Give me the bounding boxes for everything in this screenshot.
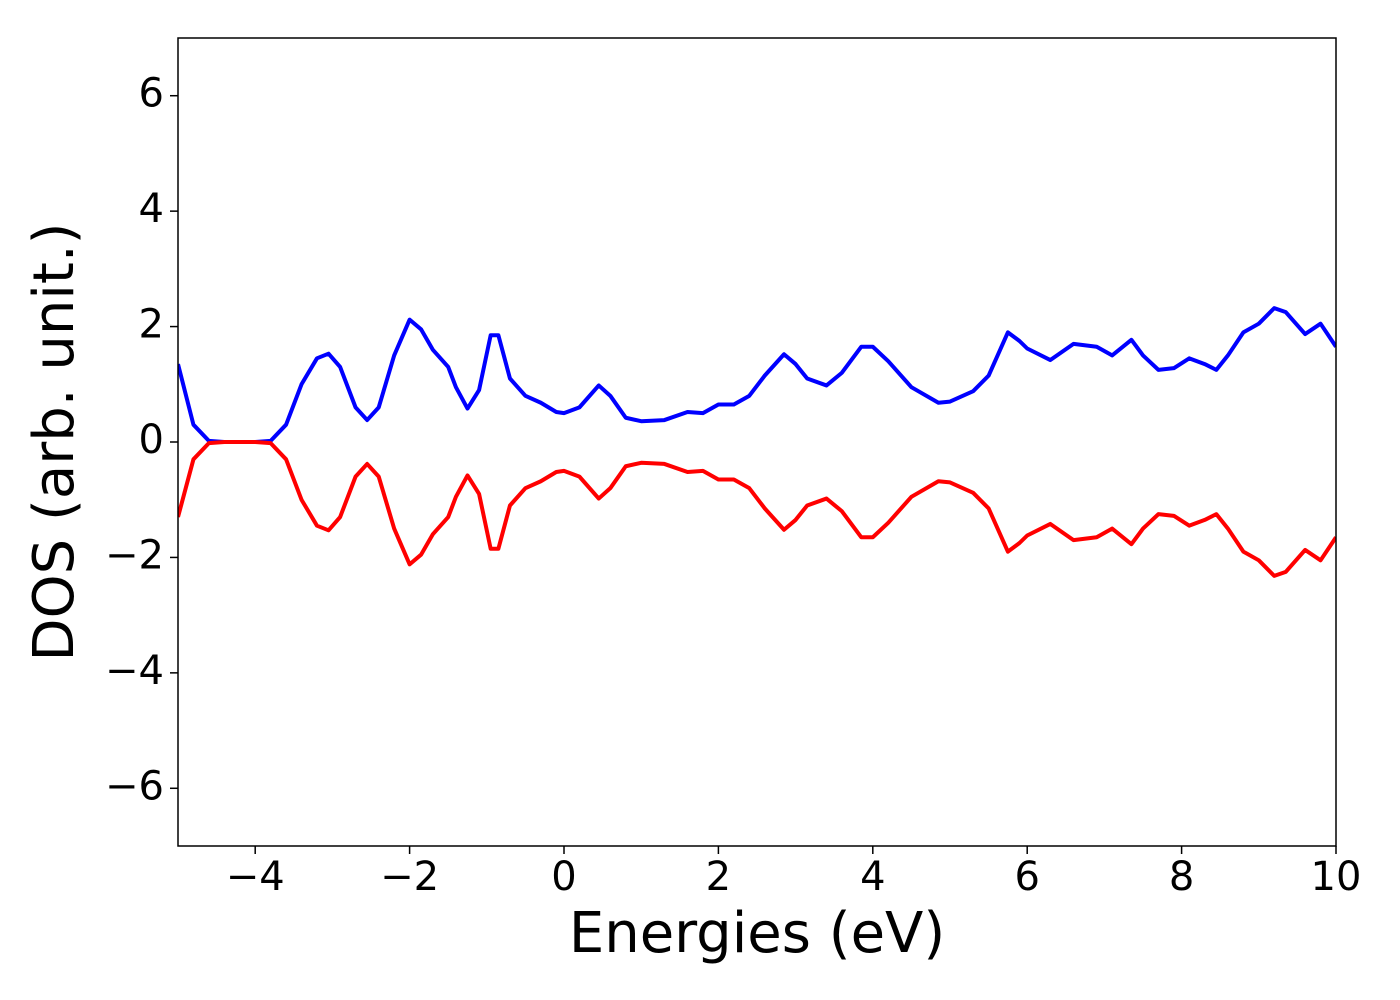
line-series (178, 306, 1336, 444)
y-tick-label: 6 (139, 71, 164, 117)
x-tick-label: 2 (706, 854, 731, 900)
y-tick-label: 4 (139, 186, 164, 232)
x-tick-label: 8 (1169, 854, 1194, 900)
plot-frame (177, 37, 1337, 847)
x-tick-label: 4 (860, 854, 885, 900)
y-axis-label: DOS (arb. unit.) (22, 222, 87, 661)
y-tick-label: −4 (105, 648, 164, 694)
x-tick-label: 6 (1014, 854, 1039, 900)
y-tick-label: 2 (139, 302, 164, 348)
x-tick-label: 10 (1311, 854, 1362, 900)
y-tick-label: −2 (105, 532, 164, 578)
y-tick-label: 0 (139, 417, 164, 463)
x-tick-label: −4 (226, 854, 285, 900)
x-tick-label: 0 (551, 854, 576, 900)
y-tick-label: −6 (105, 763, 164, 809)
line-series (178, 440, 1336, 578)
x-axis-label: Energies (eV) (569, 901, 945, 966)
x-tick-label: −2 (380, 854, 439, 900)
